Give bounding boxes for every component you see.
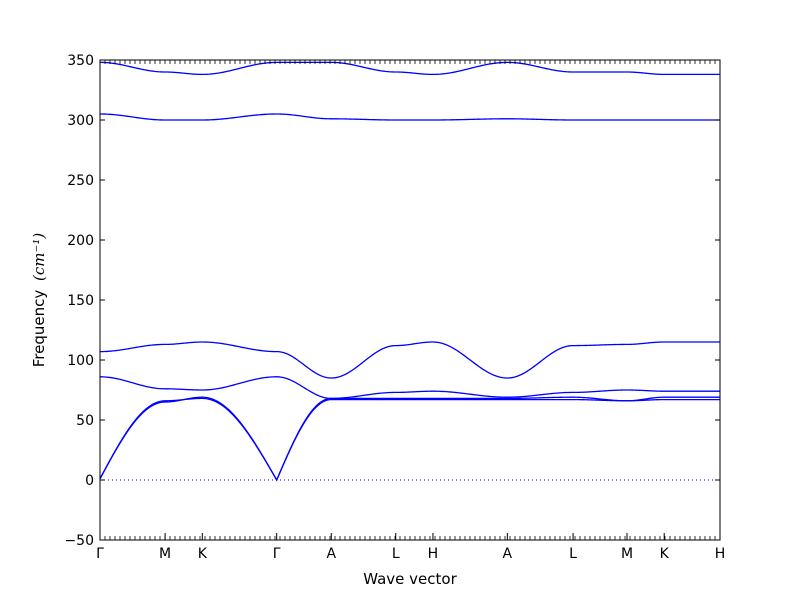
x-tick-label: A [326, 546, 336, 562]
x-tick-label: M [621, 546, 633, 562]
x-tick-label: M [159, 546, 171, 562]
x-tick-label: L [569, 546, 577, 562]
plot-area [99, 61, 720, 482]
band-line-5 [99, 113, 720, 121]
x-tick-label: Γ [273, 546, 281, 562]
x-tick-label: H [428, 546, 439, 562]
x-axis-title: Wave vector [363, 570, 457, 588]
y-axis-title-unit: (cm⁻¹) [30, 233, 48, 281]
y-tick-label: 150 [67, 293, 94, 309]
x-tick-label: K [198, 546, 208, 562]
y-axis: −50 0 50 100 150 200 250 300 350 [64, 53, 720, 549]
x-tick-label: K [660, 546, 670, 562]
x-tick-label: Γ [96, 546, 104, 562]
y-tick-label: 250 [67, 173, 94, 189]
x-tick-label: A [503, 546, 513, 562]
y-axis-title-text: Frequency [30, 290, 48, 368]
y-tick-label: 50 [76, 413, 94, 429]
band-line-3 [99, 376, 720, 400]
y-tick-label: 0 [85, 473, 94, 489]
band-line-6 [99, 61, 720, 76]
x-tick-label: L [392, 546, 400, 562]
y-axis-title: Frequency (cm⁻¹) [30, 233, 48, 368]
y-tick-label: 200 [67, 233, 94, 249]
y-tick-label: 300 [67, 113, 94, 129]
x-tick-label: H [715, 546, 726, 562]
y-tick-label: 350 [67, 53, 94, 69]
y-tick-label: −50 [64, 533, 94, 549]
band-line-2 [99, 396, 720, 482]
band-line-4 [99, 341, 720, 379]
y-tick-label: 100 [67, 353, 94, 369]
